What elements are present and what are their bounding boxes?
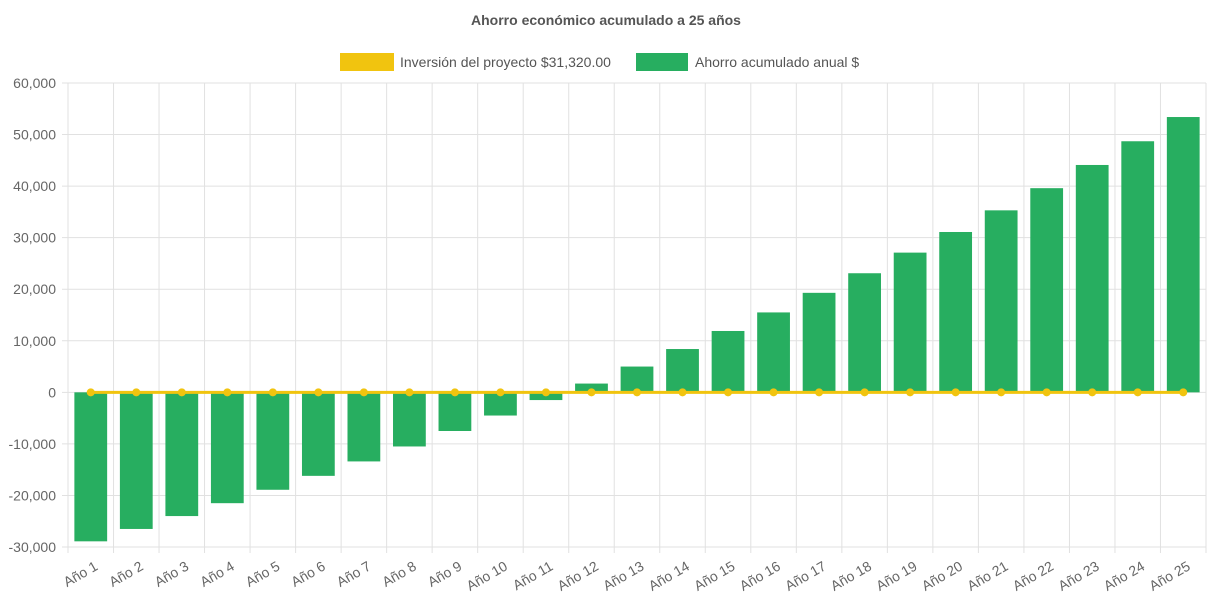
bar[interactable]	[848, 273, 881, 393]
bar[interactable]	[347, 392, 381, 462]
y-tick-label: 0	[48, 384, 56, 400]
bar[interactable]	[620, 366, 654, 393]
line-point[interactable]	[1179, 388, 1188, 397]
line-point[interactable]	[1042, 388, 1051, 397]
x-tick-label: Año 12	[555, 558, 602, 594]
bar[interactable]	[301, 392, 335, 476]
x-tick-label: Año 1	[61, 558, 101, 590]
bar[interactable]	[666, 349, 699, 393]
line-point[interactable]	[496, 388, 505, 397]
line-point[interactable]	[132, 388, 141, 397]
bar[interactable]	[438, 392, 472, 431]
y-tick-label: 20,000	[13, 281, 56, 297]
x-tick-label: Año 17	[782, 558, 829, 594]
x-tick-label: Año 19	[873, 558, 920, 594]
line-point[interactable]	[769, 388, 778, 397]
x-axis: Año 1 Año 2 Año 3 Año 4 Año 5 Año 6 Año 7 Año 8…	[61, 558, 1193, 594]
bar[interactable]	[1030, 188, 1064, 393]
line-point[interactable]	[541, 388, 550, 397]
y-tick-label: -20,000	[9, 487, 57, 503]
line-point[interactable]	[223, 388, 232, 397]
x-tick-label: Año 18	[828, 558, 875, 594]
bar[interactable]	[393, 392, 426, 447]
y-tick-label: 50,000	[13, 127, 56, 143]
x-tick-label: Año 13	[600, 558, 647, 594]
grid	[62, 82, 1207, 553]
line-point[interactable]	[906, 388, 915, 397]
line-point[interactable]	[405, 388, 414, 397]
x-tick-label: Año 25	[1146, 558, 1193, 594]
y-axis: 60,000 50,000 40,000 30,000 20,000 10,000 0 -10…	[9, 75, 57, 555]
x-tick-label: Año 24	[1101, 558, 1148, 594]
x-tick-label: Año 14	[646, 558, 693, 594]
x-tick-label: Año 9	[425, 558, 465, 590]
legend-label-savings[interactable]: Ahorro acumulado anual $	[695, 54, 859, 70]
x-tick-label: Año 6	[288, 558, 328, 590]
bar[interactable]	[984, 210, 1018, 393]
x-tick-label: Año 22	[1010, 558, 1057, 594]
legend-swatch-savings[interactable]	[636, 53, 688, 71]
x-tick-label: Año 4	[197, 558, 237, 590]
x-tick-label: Año 2	[106, 558, 146, 590]
x-tick-label: Año 16	[737, 558, 784, 594]
bar[interactable]	[1075, 164, 1109, 393]
line-point[interactable]	[86, 388, 95, 397]
x-tick-label: Año 11	[510, 558, 556, 594]
y-tick-label: 60,000	[13, 75, 56, 91]
line-point[interactable]	[314, 388, 323, 397]
x-tick-label: Año 7	[334, 558, 374, 590]
bar[interactable]	[256, 392, 290, 490]
y-tick-label: 10,000	[13, 333, 56, 349]
bar[interactable]	[484, 392, 517, 416]
line-point[interactable]	[815, 388, 824, 397]
x-tick-label: Año 3	[152, 558, 192, 590]
line-series	[86, 388, 1188, 397]
line-point[interactable]	[359, 388, 368, 397]
bar[interactable]	[1121, 141, 1155, 393]
bar[interactable]	[802, 292, 836, 393]
chart-title: Ahorro económico acumulado a 25 años	[471, 12, 741, 28]
line-point[interactable]	[1088, 388, 1097, 397]
x-tick-label: Año 10	[464, 558, 511, 594]
bar[interactable]	[1166, 117, 1200, 393]
y-tick-label: -30,000	[9, 539, 57, 555]
x-tick-label: Año 21	[964, 558, 1011, 594]
bar[interactable]	[893, 252, 927, 393]
line-point[interactable]	[1133, 388, 1142, 397]
line-point[interactable]	[177, 388, 186, 397]
line-point[interactable]	[633, 388, 641, 397]
x-tick-label: Año 20	[919, 558, 966, 594]
legend-swatch-investment[interactable]	[340, 53, 394, 71]
bar[interactable]	[119, 392, 153, 529]
bar-series	[74, 117, 1200, 542]
bar[interactable]	[210, 392, 244, 504]
y-tick-label: 40,000	[13, 178, 56, 194]
bar[interactable]	[74, 392, 108, 542]
legend: Inversión del proyecto $31,320.00 Ahorro…	[340, 53, 859, 71]
line-point[interactable]	[860, 388, 869, 397]
line-point[interactable]	[997, 388, 1006, 397]
bar[interactable]	[757, 312, 790, 393]
legend-label-investment[interactable]: Inversión del proyecto $31,320.00	[400, 54, 611, 70]
line-point[interactable]	[724, 388, 733, 397]
bar[interactable]	[939, 231, 973, 393]
x-tick-label: Año 23	[1055, 558, 1102, 594]
x-tick-label: Año 8	[379, 558, 419, 590]
bar[interactable]	[575, 383, 608, 393]
x-tick-label: Año 5	[243, 558, 283, 590]
line-point[interactable]	[678, 388, 687, 397]
x-tick-label: Año 15	[691, 558, 738, 594]
bar[interactable]	[711, 330, 745, 393]
line-point[interactable]	[450, 388, 459, 397]
bar[interactable]	[165, 392, 199, 517]
y-tick-label: -10,000	[9, 436, 57, 452]
line-point[interactable]	[951, 388, 960, 397]
line-point[interactable]	[587, 388, 596, 397]
y-tick-label: 30,000	[13, 230, 56, 246]
line-point[interactable]	[268, 388, 277, 397]
